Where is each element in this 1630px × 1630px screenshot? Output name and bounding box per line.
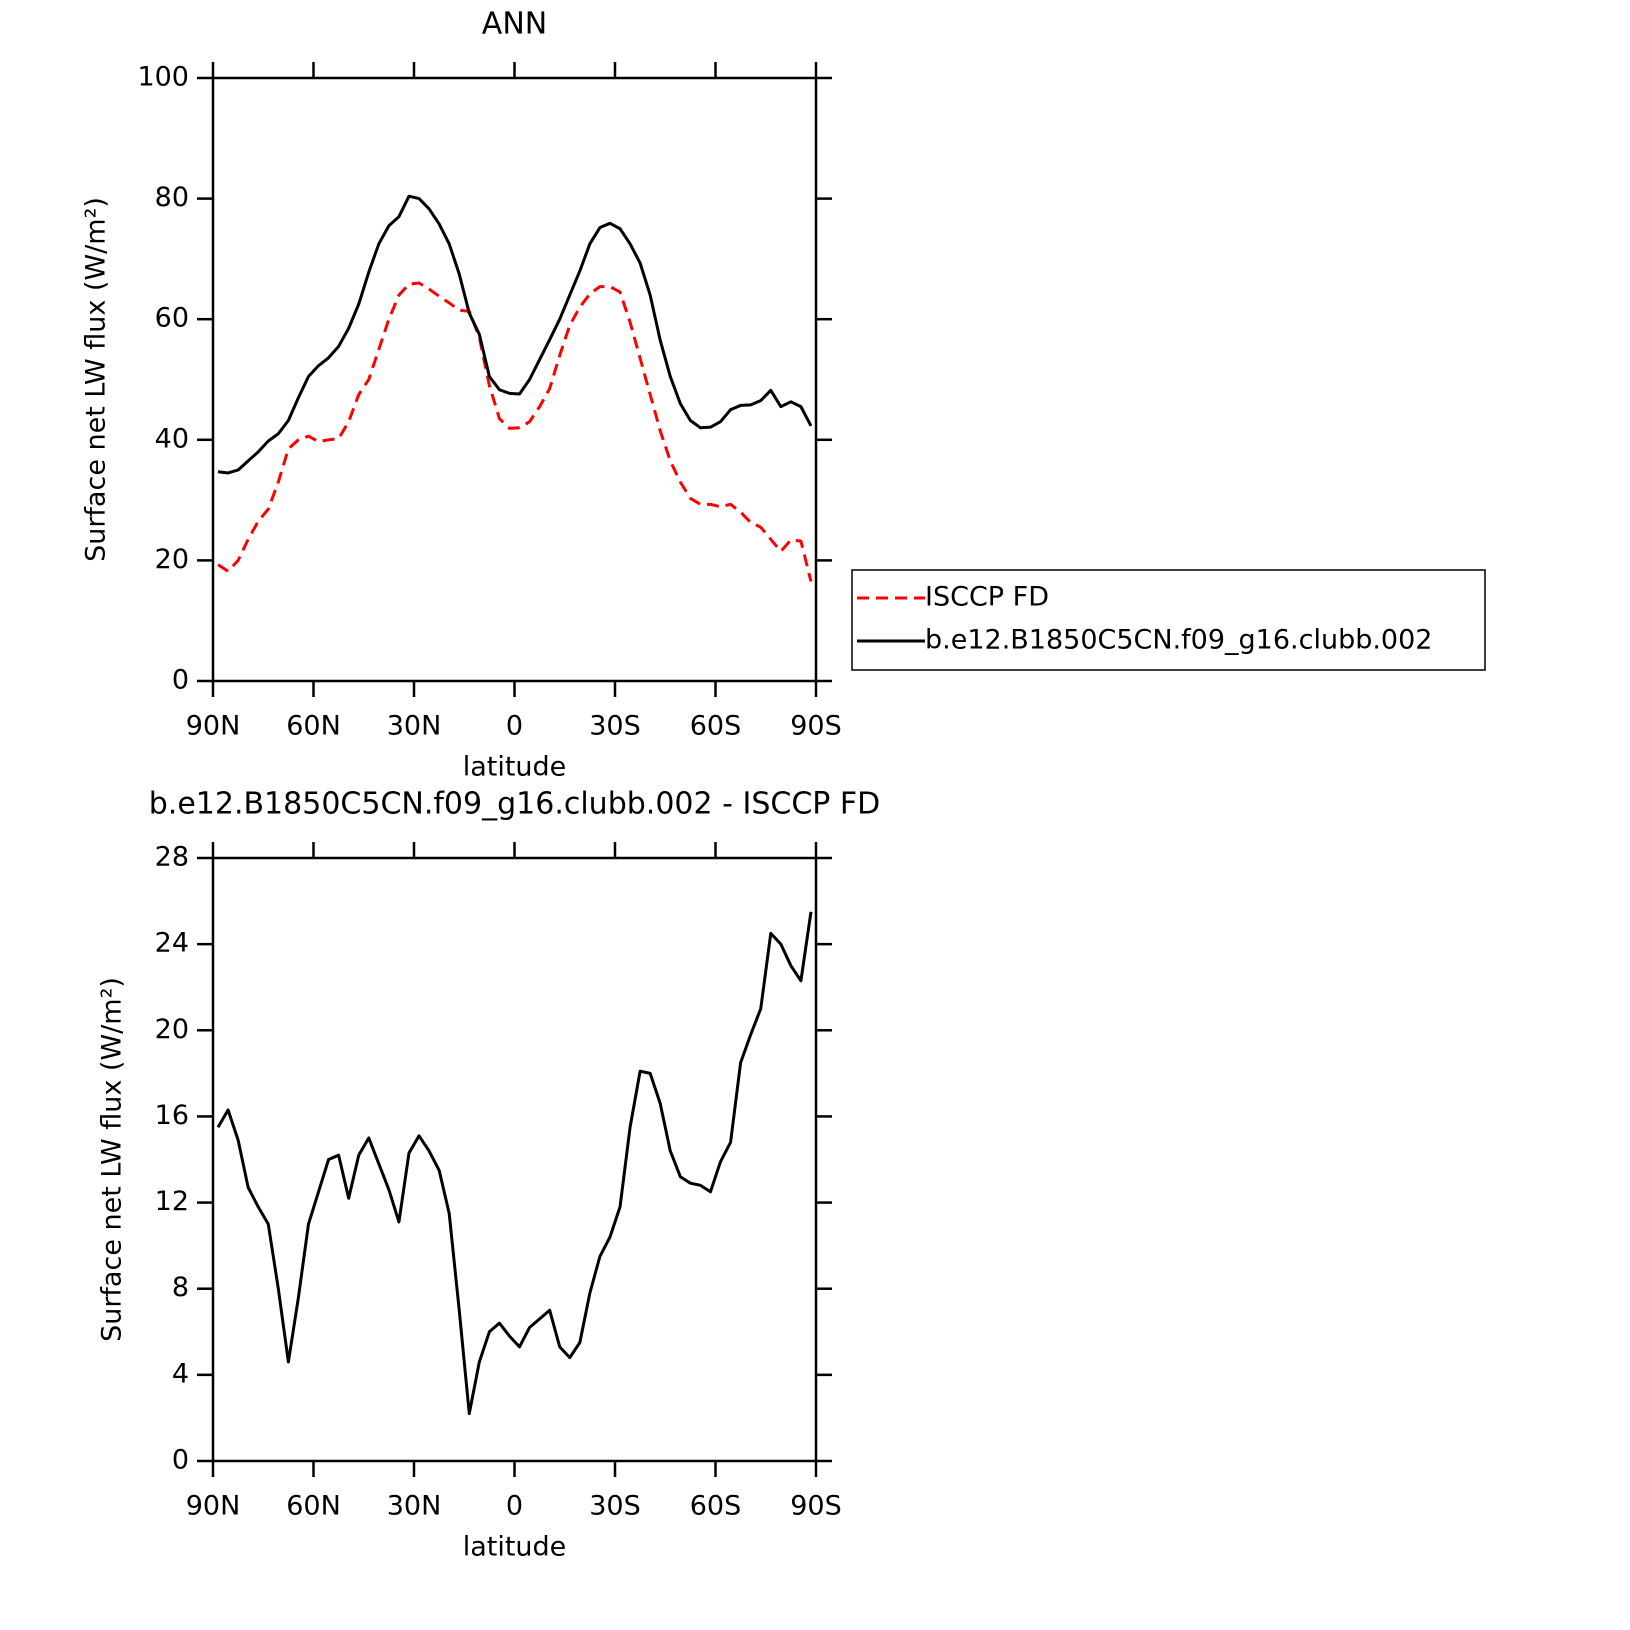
y-tick-label: 0	[172, 665, 189, 696]
x-tick-label: 60N	[286, 711, 341, 742]
y-tick-label: 0	[172, 1445, 189, 1476]
y-tick-label: 8	[172, 1272, 189, 1303]
x-tick-label: 0	[506, 1491, 523, 1522]
x-tick-label: 90N	[186, 1491, 241, 1522]
x-tick-label: 30S	[589, 1491, 641, 1522]
y-tick-label: 20	[155, 1014, 189, 1045]
chart-title: ANN	[482, 7, 547, 42]
y-tick-label: 24	[155, 928, 189, 959]
y-tick-label: 80	[155, 182, 189, 213]
x-tick-label: 30S	[589, 711, 641, 742]
data-line	[217, 194, 813, 475]
x-tick-label: 60S	[690, 711, 742, 742]
x-tick-label: 90S	[790, 1491, 842, 1522]
legend-label: ISCCP FD	[925, 582, 1049, 613]
x-tick-label: 30N	[387, 711, 442, 742]
y-tick-label: 4	[172, 1358, 189, 1389]
y-axis-label: Surface net LW flux (W/m²)	[97, 977, 128, 1342]
x-tick-label: 30N	[387, 1491, 442, 1522]
legend-box	[851, 569, 1486, 671]
x-axis-label: latitude	[463, 752, 567, 783]
x-tick-label: 60S	[690, 1491, 742, 1522]
x-tick-label: 90S	[790, 711, 842, 742]
y-tick-label: 100	[137, 62, 189, 93]
chart-title: b.e12.B1850C5CN.f09_g16.clubb.002 - ISCC…	[149, 787, 881, 822]
y-tick-label: 60	[155, 303, 189, 334]
x-tick-label: 0	[506, 711, 523, 742]
legend-label: b.e12.B1850C5CN.f09_g16.clubb.002	[925, 625, 1432, 656]
y-tick-label: 16	[155, 1100, 189, 1131]
x-tick-label: 60N	[286, 1491, 341, 1522]
y-tick-label: 12	[155, 1186, 189, 1217]
y-tick-label: 40	[155, 423, 189, 454]
data-line	[216, 911, 813, 1416]
y-tick-label: 20	[155, 544, 189, 575]
y-axis-label: Surface net LW flux (W/m²)	[81, 197, 112, 562]
plot-frame	[211, 76, 818, 683]
x-tick-label: 90N	[186, 711, 241, 742]
plot-frame	[211, 856, 818, 1463]
data-line	[217, 281, 813, 582]
y-tick-label: 28	[155, 842, 189, 873]
x-axis-label: latitude	[463, 1532, 567, 1563]
